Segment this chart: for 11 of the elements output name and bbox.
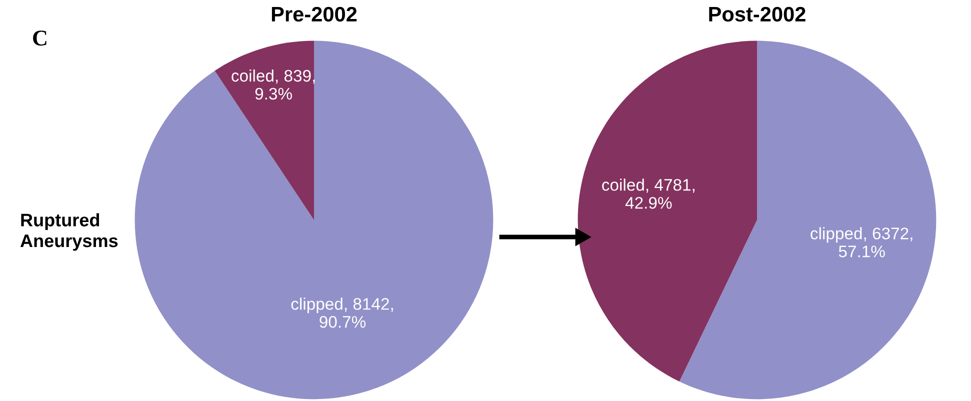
text: C [33,30,46,46]
text: Ruptured Aneurysms [20,213,118,251]
slice-label: clipped, 8142, 90.7% [291,298,393,328]
pie-slice [214,40,314,220]
slice-label: coiled, 4781, 42.9% [602,178,694,209]
chart-title: Pre-2002 [272,6,357,22]
pie-slice [134,40,494,400]
pie-slice [578,40,757,382]
slice-label: coiled, 839, 9.3% [232,69,315,100]
slice-label: clipped, 6372, 57.1% [810,227,912,258]
chart-title: Post-2002 [709,6,806,22]
